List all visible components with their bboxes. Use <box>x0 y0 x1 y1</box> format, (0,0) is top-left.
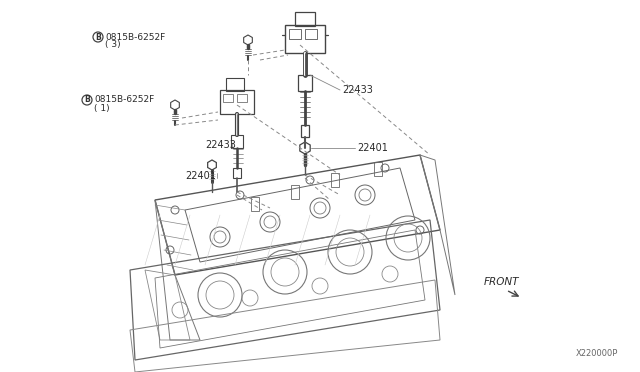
Text: 0815B-6252F: 0815B-6252F <box>94 96 154 105</box>
Bar <box>289 29 301 39</box>
Text: X220000P: X220000P <box>575 349 618 358</box>
Bar <box>251 197 259 211</box>
Text: 0815B-6252F: 0815B-6252F <box>105 32 165 42</box>
Text: ( 3): ( 3) <box>105 41 120 49</box>
Bar <box>231 135 243 148</box>
Text: 22401: 22401 <box>357 143 388 153</box>
Bar <box>223 94 233 102</box>
Text: ( 1): ( 1) <box>94 103 109 112</box>
Bar <box>295 12 315 26</box>
Bar <box>233 168 241 178</box>
Bar <box>220 90 254 114</box>
Text: B: B <box>84 96 90 105</box>
Text: 22433: 22433 <box>205 140 236 150</box>
Bar <box>237 94 247 102</box>
Text: 22401: 22401 <box>185 171 216 181</box>
Bar <box>301 125 309 137</box>
Text: 22433: 22433 <box>342 85 373 95</box>
Bar <box>291 185 299 199</box>
Bar <box>331 173 339 187</box>
Bar <box>298 75 312 91</box>
Text: FRONT: FRONT <box>484 277 520 287</box>
Bar <box>305 29 317 39</box>
Bar <box>226 78 244 91</box>
Bar <box>374 162 382 176</box>
Text: B: B <box>95 32 101 42</box>
Bar <box>285 25 325 53</box>
